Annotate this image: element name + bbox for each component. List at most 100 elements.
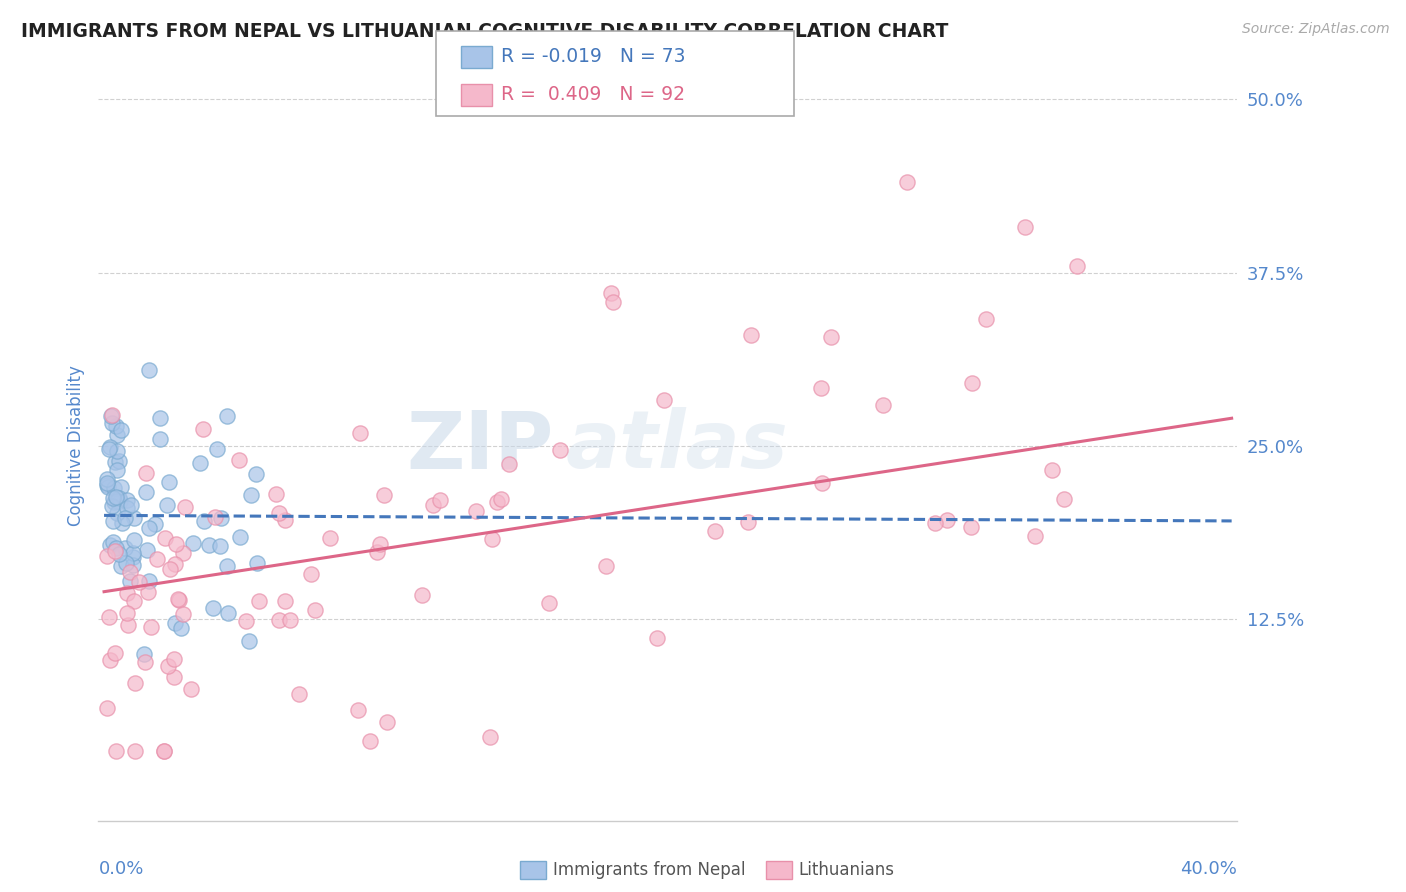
Point [229, 530, 252, 544]
Point [165, 536, 187, 550]
Point [115, 606, 138, 620]
Point [108, 454, 131, 468]
Point [117, 618, 139, 632]
Point [120, 498, 142, 512]
Point [100, 409, 122, 423]
Point [97, 480, 120, 494]
Point [375, 714, 398, 729]
Point [267, 506, 290, 520]
Point [105, 443, 128, 458]
Point [146, 552, 169, 566]
Point [370, 537, 392, 551]
Point [228, 453, 250, 467]
Point [962, 376, 984, 390]
Point [104, 544, 127, 558]
Point [96, 478, 118, 492]
Point [105, 493, 128, 508]
Point [373, 487, 395, 501]
Point [105, 541, 128, 555]
Point [359, 734, 381, 748]
Y-axis label: Cognitive Disability: Cognitive Disability [66, 366, 84, 526]
Point [366, 545, 388, 559]
Point [165, 557, 187, 571]
Point [122, 533, 145, 547]
Point [149, 411, 172, 425]
Point [960, 519, 983, 533]
Point [319, 531, 342, 545]
Point [1053, 491, 1076, 506]
Point [105, 506, 128, 520]
Point [264, 487, 287, 501]
Point [347, 703, 370, 717]
Point [548, 442, 571, 457]
Point [135, 466, 157, 480]
Point [114, 541, 136, 555]
Point [1014, 220, 1036, 235]
Point [204, 510, 226, 524]
Point [1024, 529, 1046, 543]
Point [163, 670, 186, 684]
Point [128, 575, 150, 590]
Point [645, 631, 668, 645]
Point [163, 652, 186, 666]
Point [124, 676, 146, 690]
Point [110, 559, 132, 574]
Point [115, 556, 138, 570]
Point [811, 476, 834, 491]
Point [429, 492, 451, 507]
Point [1066, 259, 1088, 273]
Point [288, 687, 311, 701]
Point [98, 610, 121, 624]
Point [132, 647, 155, 661]
Point [235, 614, 257, 628]
Point [172, 607, 194, 622]
Point [117, 586, 139, 600]
Point [180, 681, 202, 696]
Point [167, 591, 190, 606]
Point [108, 547, 131, 561]
Point [486, 495, 509, 509]
Point [155, 498, 177, 512]
Point [108, 494, 131, 508]
Point [136, 585, 159, 599]
Text: 0.0%: 0.0% [98, 860, 143, 878]
Point [207, 442, 229, 457]
Point [122, 558, 145, 572]
Point [422, 498, 444, 512]
Point [115, 500, 138, 515]
Point [120, 565, 142, 579]
Point [96, 549, 118, 563]
Point [135, 543, 157, 558]
Point [98, 538, 121, 552]
Point [411, 588, 433, 602]
Point [101, 491, 124, 506]
Point [246, 556, 269, 570]
Point [481, 532, 503, 546]
Text: ZIP: ZIP [406, 407, 554, 485]
Point [193, 514, 215, 528]
Point [105, 463, 128, 477]
Point [165, 616, 187, 631]
Point [153, 744, 176, 758]
Point [181, 536, 204, 550]
Point [121, 546, 143, 560]
Point [122, 550, 145, 565]
Point [188, 456, 211, 470]
Point [740, 327, 762, 342]
Point [101, 409, 124, 423]
Point [101, 514, 124, 528]
Point [247, 594, 270, 608]
Point [209, 511, 232, 525]
Point [172, 546, 194, 560]
Point [1040, 463, 1063, 477]
Point [974, 312, 997, 326]
Point [101, 416, 124, 430]
Point [602, 295, 624, 310]
Point [704, 524, 727, 538]
Point [138, 574, 160, 588]
Point [498, 457, 520, 471]
Point [173, 500, 195, 514]
Point [105, 428, 128, 442]
Point [100, 499, 122, 513]
Point [896, 175, 918, 189]
